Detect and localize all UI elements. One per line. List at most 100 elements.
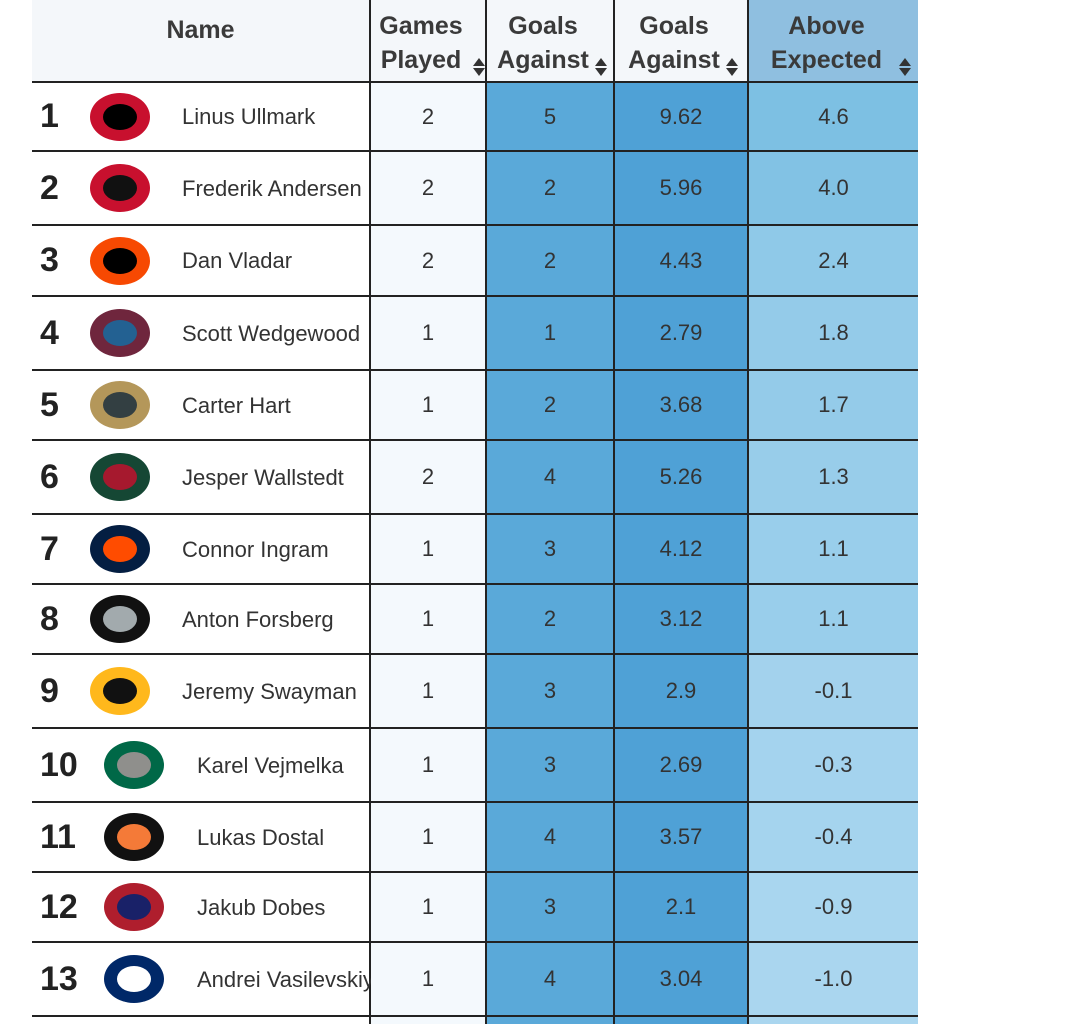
- name-cell: 4 Scott Wedgewood: [32, 297, 369, 369]
- logo-shape: [117, 752, 151, 778]
- data-cell: 1.1: [749, 585, 918, 653]
- data-cell: 2: [371, 83, 485, 150]
- rank: 9: [40, 671, 59, 710]
- sort-icon[interactable]: [898, 57, 911, 77]
- team-logo: [90, 453, 150, 501]
- name-cell: 6 Jesper Wallstedt: [32, 441, 369, 513]
- data-cell: -0.3: [749, 729, 918, 801]
- header-cell[interactable]: Name: [32, 0, 369, 81]
- name-cell: 13 Andrei Vasilevskiy: [32, 943, 374, 1015]
- team-logo: [90, 164, 150, 212]
- rank: 4: [40, 313, 59, 352]
- logo-shape: [103, 175, 137, 201]
- rank: 10: [40, 745, 78, 784]
- data-cell: 2.69: [615, 729, 747, 801]
- team-logo: [90, 667, 150, 715]
- name-cell: 12 Jakub Dobes: [32, 873, 369, 941]
- logo-shape: [117, 894, 151, 920]
- rank: 8: [40, 599, 59, 638]
- name-cell: 10 Karel Vejmelka: [32, 729, 369, 801]
- data-cell: 3: [487, 515, 613, 583]
- player-name: Lukas Dostal: [197, 824, 325, 850]
- team-logo: [90, 92, 150, 141]
- header-cell[interactable]: Goals Against: [487, 0, 613, 81]
- player-name: Jakub Dobes: [197, 894, 326, 920]
- logo-shape: [103, 536, 137, 562]
- data-cell: 4.0: [749, 152, 918, 224]
- logo-shape: [117, 824, 151, 850]
- logo-shape: [103, 320, 137, 346]
- data-cell: 2.9: [615, 655, 747, 727]
- data-cell: 1: [371, 729, 485, 801]
- player-name: Carter Hart: [182, 392, 291, 418]
- name-cell: 2 Frederik Andersen: [32, 152, 369, 224]
- data-cell: 3.68: [615, 371, 747, 439]
- rank: 3: [40, 241, 59, 279]
- data-cell: 4.43: [615, 226, 747, 295]
- rank: 11: [40, 817, 76, 856]
- data-cell: 2: [487, 226, 613, 295]
- player-name: Anton Forsberg: [182, 606, 334, 632]
- data-cell: 2: [371, 226, 485, 295]
- data-cell: 1: [371, 873, 485, 941]
- data-cell: -0.1: [749, 655, 918, 727]
- rank: 13: [40, 959, 78, 998]
- name-cell: 9 Jeremy Swayman: [32, 655, 369, 727]
- rank: 5: [40, 385, 59, 424]
- data-cell: 1.8: [749, 297, 918, 369]
- data-cell: [749, 1017, 918, 1024]
- data-cell: 1.1: [749, 515, 918, 583]
- logo-shape: [103, 103, 137, 130]
- data-cell: 1: [371, 655, 485, 727]
- data-cell: [487, 1017, 613, 1024]
- name-cell: 11 Lukas Dostal: [32, 803, 369, 871]
- data-cell: 5.96: [615, 152, 747, 224]
- player-name: Dan Vladar: [182, 248, 293, 273]
- name-cell: 1 Linus Ullmark: [32, 83, 369, 150]
- header-cell[interactable]: Above Expected: [749, 0, 918, 81]
- player-name: Jeremy Swayman: [182, 678, 357, 704]
- data-cell: 3: [487, 873, 613, 941]
- sort-icon[interactable]: [726, 57, 738, 77]
- data-cell: 1: [371, 371, 485, 439]
- logo-shape: [103, 464, 137, 490]
- rank: 1: [40, 97, 59, 135]
- rank: 7: [40, 529, 59, 568]
- header-text: Above Expected: [770, 12, 883, 74]
- logo-shape: [103, 247, 137, 274]
- logo-shape: [103, 392, 137, 418]
- sort-icon[interactable]: [595, 57, 607, 77]
- sort-icon[interactable]: [473, 57, 485, 77]
- data-cell: -0.4: [749, 803, 918, 871]
- data-cell: 1: [371, 515, 485, 583]
- data-cell: 4: [487, 943, 613, 1015]
- table: Name Games Played Goals Against Goals Ag…: [32, 0, 918, 1024]
- data-cell: 5: [487, 83, 613, 150]
- header-cell[interactable]: Goals Against: [615, 0, 747, 81]
- header-text: Goals Against: [497, 12, 589, 74]
- player-name: Connor Ingram: [182, 536, 329, 562]
- data-cell: 1: [371, 943, 485, 1015]
- data-cell: -0.9: [749, 873, 918, 941]
- data-cell: 1: [487, 297, 613, 369]
- team-logo: [104, 955, 164, 1003]
- team-logo: [90, 595, 150, 643]
- header-text: Goals Against: [628, 12, 720, 74]
- data-cell: 4.12: [615, 515, 747, 583]
- data-cell: 3: [487, 729, 613, 801]
- rank: 6: [40, 457, 59, 496]
- team-logo: [104, 813, 164, 861]
- player-name: Linus Ullmark: [182, 104, 316, 129]
- data-cell: 2: [487, 371, 613, 439]
- data-cell: 3.12: [615, 585, 747, 653]
- rank: 2: [40, 168, 59, 207]
- data-cell: 4: [487, 803, 613, 871]
- logo-shape: [103, 678, 137, 704]
- data-cell: -1.0: [749, 943, 918, 1015]
- data-cell: 3.57: [615, 803, 747, 871]
- team-logo: [104, 741, 164, 789]
- data-cell: 4.6: [749, 83, 918, 150]
- header-cell[interactable]: Games Played: [371, 0, 485, 81]
- data-cell: 1: [371, 585, 485, 653]
- player-name: Frederik Andersen: [182, 175, 362, 201]
